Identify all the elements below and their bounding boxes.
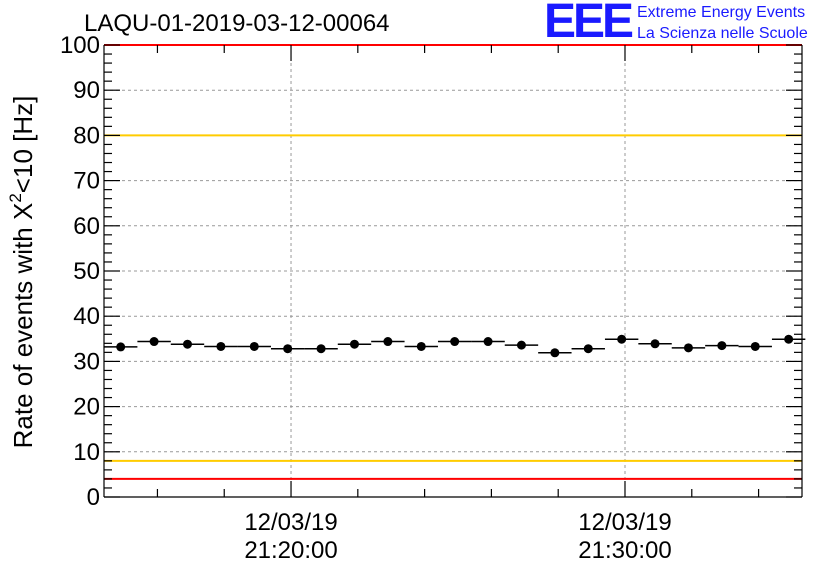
data-point-9	[416, 341, 426, 351]
y-tick-label-80: 80	[73, 122, 100, 149]
data-point-6	[316, 344, 326, 354]
chart-title: LAQU-01-2019-03-12-00064	[84, 10, 390, 37]
y-axis-title: Rate of events with X2<10 [Hz]	[6, 96, 38, 449]
data-point-7	[349, 339, 359, 349]
data-point-8	[383, 337, 393, 347]
data-point-1	[149, 337, 159, 347]
grid	[104, 45, 802, 497]
y-tick-label-70: 70	[73, 168, 100, 195]
data-series	[104, 334, 806, 358]
data-point-5	[283, 344, 293, 354]
y-tick-label-40: 40	[73, 303, 100, 330]
data-point-4	[249, 341, 259, 351]
y-tick-label-10: 10	[73, 439, 100, 466]
data-point-11	[483, 337, 493, 347]
axis-labels: 010203040506070809010012/03/1921:20:0012…	[6, 32, 672, 564]
data-point-3	[216, 341, 226, 351]
data-point-20	[784, 334, 794, 344]
y-axis-title-main: Rate of events with X	[8, 203, 38, 449]
y-tick-label-60: 60	[73, 213, 100, 240]
x-tick-time-0: 21:20:00	[244, 537, 337, 564]
data-point-15	[617, 334, 627, 344]
y-tick-label-50: 50	[73, 258, 100, 285]
data-point-16	[650, 339, 660, 349]
data-point-19	[750, 341, 760, 351]
data-point-0	[116, 342, 126, 352]
x-tick-date-1: 12/03/19	[578, 509, 671, 536]
y-tick-label-90: 90	[73, 77, 100, 104]
data-point-10	[450, 337, 460, 347]
reference-lines	[104, 44, 802, 480]
axis-ticks	[104, 44, 802, 498]
data-point-13	[550, 348, 560, 358]
y-axis-title-superscript: 2	[6, 193, 25, 202]
data-point-12	[516, 340, 526, 350]
data-point-17	[683, 343, 693, 353]
x-tick-time-1: 21:30:00	[578, 537, 671, 564]
y-tick-label-30: 30	[73, 348, 100, 375]
y-tick-label-0: 0	[87, 484, 100, 511]
y-tick-label-100: 100	[60, 32, 100, 59]
data-point-18	[717, 341, 727, 351]
eee-logo-line1: Extreme Energy Events	[637, 4, 806, 21]
eee-logo-line2: La Scienza nelle Scuole	[637, 25, 808, 42]
y-axis-title-tail: <10 [Hz]	[8, 96, 38, 194]
eee-logo-mark: EEE	[544, 0, 634, 48]
x-tick-date-0: 12/03/19	[244, 509, 337, 536]
data-point-2	[182, 339, 192, 349]
y-tick-label-20: 20	[73, 394, 100, 421]
data-point-14	[583, 344, 593, 354]
